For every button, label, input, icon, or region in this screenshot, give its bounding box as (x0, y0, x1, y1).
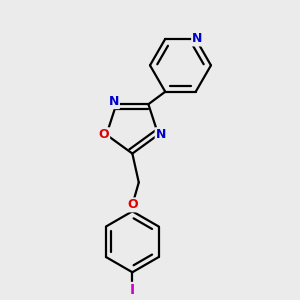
Text: I: I (130, 283, 135, 297)
Text: N: N (192, 32, 202, 45)
Text: N: N (156, 128, 166, 141)
Text: O: O (98, 128, 109, 141)
Text: O: O (127, 198, 138, 212)
Text: N: N (109, 95, 119, 108)
